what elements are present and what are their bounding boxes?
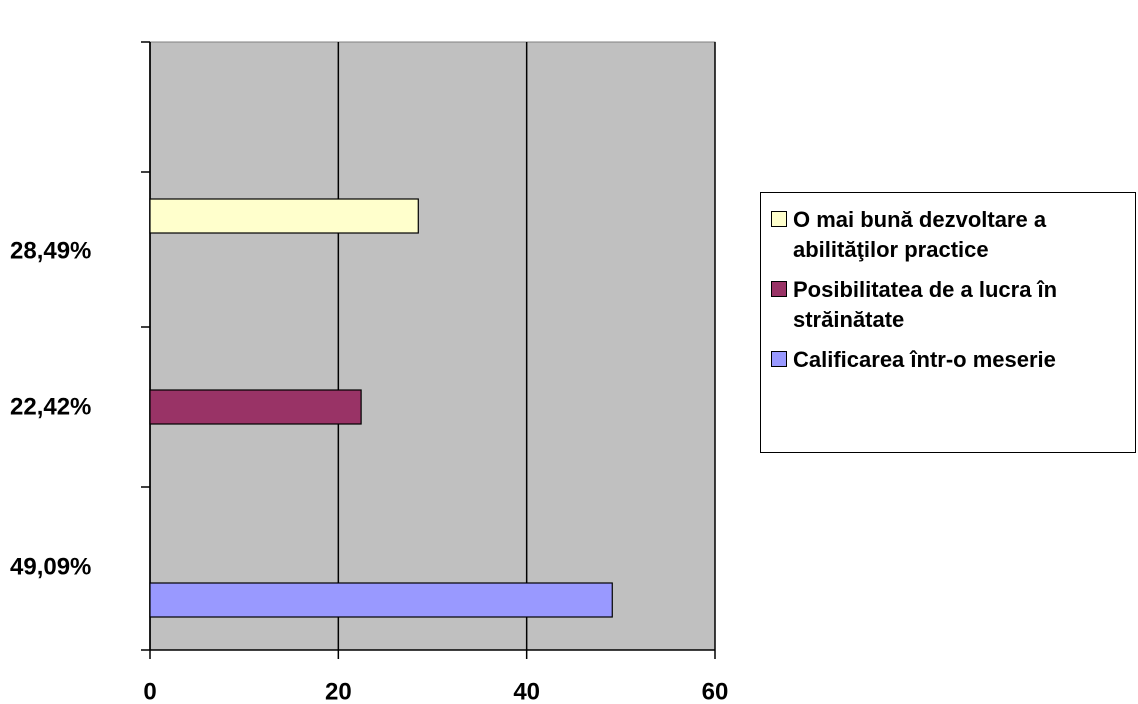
legend-label: Posibilitatea de a lucra în străinătate: [793, 277, 1058, 332]
legend-label: O mai bună dezvoltare a abilităţilor pra…: [793, 207, 1047, 262]
x-tick-label: 40: [513, 678, 540, 704]
value-label: 22,42%: [10, 393, 91, 420]
x-tick-label: 0: [143, 678, 156, 704]
bar: [149, 582, 613, 618]
bar: [149, 389, 362, 425]
x-tick-label: 60: [702, 678, 729, 704]
bar: [149, 198, 419, 234]
legend-entry: O mai bună dezvoltare a abilităţilor pra…: [771, 205, 1135, 265]
legend-entry: Calificarea într-o meserie: [771, 345, 1135, 375]
legend-swatch: [771, 351, 787, 367]
legend-swatch: [771, 281, 787, 297]
value-label: 49,09%: [10, 553, 91, 580]
legend-label: Calificarea într-o meserie: [793, 347, 1056, 372]
legend: O mai bună dezvoltare a abilităţilor pra…: [760, 192, 1136, 453]
legend-swatch: [771, 211, 787, 227]
legend-entry: Posibilitatea de a lucra în străinătate: [771, 275, 1135, 335]
x-tick-label: 20: [325, 678, 352, 704]
plot-area: [149, 41, 716, 651]
value-label: 28,49%: [10, 237, 91, 264]
